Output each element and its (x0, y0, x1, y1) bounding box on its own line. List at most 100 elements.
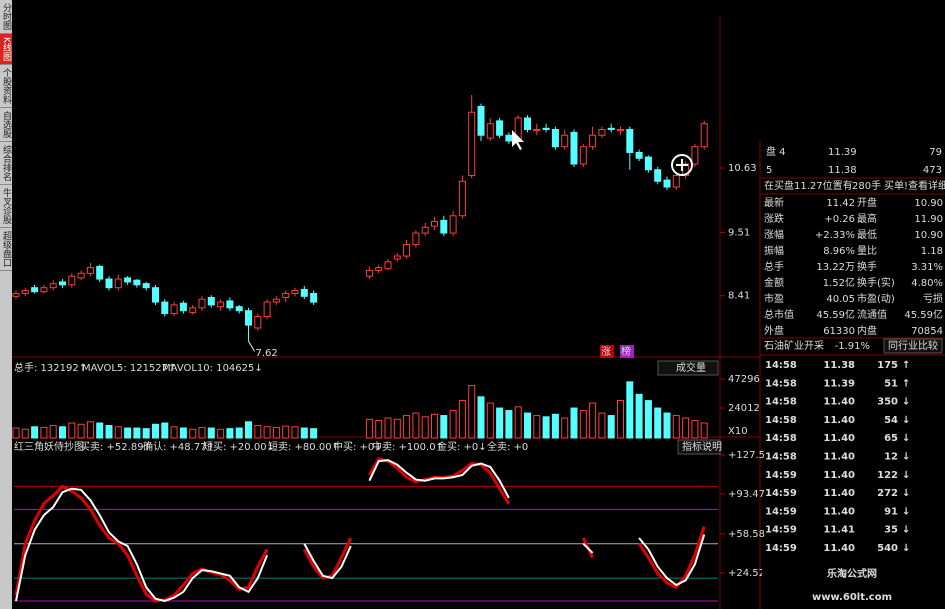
crosshair-icon (671, 154, 693, 176)
stat-label: 最低 (857, 228, 877, 241)
candle-body (198, 298, 206, 309)
volume-bar (449, 410, 457, 439)
volume-bar (235, 427, 243, 439)
volume-button[interactable] (657, 360, 719, 376)
indicator-header: 短买: +20.00↓ (203, 440, 275, 453)
candle-body (561, 134, 569, 148)
volume-bar (272, 426, 280, 439)
volume-bar (561, 417, 569, 439)
tick-price: 11.40 (823, 415, 855, 426)
volume-bar (533, 415, 541, 439)
volume-bar (431, 413, 438, 439)
candle-body (21, 290, 29, 294)
indicator-button[interactable] (677, 439, 721, 455)
indicator-line (14, 457, 706, 603)
tick-volume: 350 (877, 397, 898, 408)
tick-price: 11.40 (823, 470, 855, 481)
candle-body (626, 128, 634, 153)
sidebar-tab[interactable]: 超级盘口 (0, 228, 12, 271)
candle-body (393, 255, 401, 260)
industry-name: 石油矿业开采 (764, 339, 824, 352)
tick-arrow: ↓ (902, 488, 910, 499)
tick-price: 11.40 (823, 433, 855, 444)
tick-arrow: ↓ (902, 415, 910, 426)
candle-body (245, 310, 252, 326)
tick-time: 14:59 (765, 525, 797, 536)
candle-body (421, 226, 429, 234)
y-tick-label: 24012 (728, 403, 760, 414)
volume-bar (170, 426, 178, 439)
candle-body (170, 304, 178, 315)
volume-bar (663, 412, 671, 439)
stat-value: 4.80% (911, 278, 943, 289)
candle-body (161, 301, 169, 315)
candle-body (663, 179, 671, 188)
sidebar-tab[interactable]: 自选股 (0, 108, 12, 142)
order-label: 5 (766, 165, 772, 176)
stat-label: 市盈 (764, 292, 784, 305)
stat-value: 1.18 (921, 246, 943, 257)
annotation: 7.62 (256, 348, 278, 359)
y-tick-label: 9.51 (728, 227, 750, 238)
candle-body (431, 221, 438, 227)
volume-bar (412, 412, 420, 439)
marker-box (620, 345, 634, 358)
volume-bar (551, 413, 559, 439)
tick-arrow: ↓ (902, 506, 910, 517)
order-volume: 473 (923, 165, 942, 176)
sidebar-tab[interactable]: 分时图 (0, 0, 12, 34)
volume-bar (179, 427, 187, 439)
sidebar-tab[interactable]: K线图 (0, 34, 12, 65)
crosshair-plus (676, 159, 688, 171)
candle-body (133, 279, 141, 286)
y-tick-label: 10.63 (728, 163, 757, 174)
candle-body (142, 283, 150, 289)
tick-volume: 91 (884, 506, 898, 517)
volume-bar (691, 420, 699, 439)
candle-body (458, 180, 466, 217)
tick-volume: 12 (884, 452, 898, 463)
sidebar-tab[interactable]: 个股资料 (0, 65, 12, 108)
candle-body (105, 278, 113, 289)
button-label: 成交量 (676, 361, 706, 374)
tick-time: 14:58 (765, 397, 797, 408)
stat-label: 涨跌 (764, 212, 784, 225)
volume-bar (124, 427, 132, 439)
volume-bar (207, 427, 215, 439)
stat-label: 换手 (857, 260, 877, 273)
tick-price: 11.38 (823, 360, 855, 371)
volume-bar (105, 425, 113, 439)
stat-label: 最高 (857, 212, 877, 225)
volume-bar (189, 428, 197, 439)
volume-bar (152, 423, 159, 439)
stat-label: 最新 (764, 196, 784, 209)
volume-bar (635, 393, 643, 439)
volume-bar (245, 421, 252, 439)
candle-body (263, 301, 271, 317)
volume-bar (468, 385, 476, 439)
stat-value: 45.59亿 (816, 308, 855, 321)
indicator-header: 确认: +48.77↑ (143, 440, 215, 453)
volume-bar (310, 428, 318, 439)
sidebar-tab[interactable]: 综合排名 (0, 142, 12, 185)
volume-header: 总手: 132192↑ (14, 361, 87, 374)
tick-arrow: ↓ (902, 525, 910, 536)
button-label: 指标说明 (682, 440, 722, 453)
volume-bar (607, 415, 615, 439)
tick-time: 14:58 (765, 452, 797, 463)
candle-body (533, 128, 541, 132)
candle-body (579, 146, 587, 165)
sidebar-tab[interactable]: 牛叉诊股 (0, 185, 12, 228)
stat-value: +2.33% (815, 230, 855, 241)
tick-time: 14:59 (765, 506, 797, 517)
stat-value: 11.90 (914, 214, 943, 225)
volume-bar (375, 420, 383, 439)
volume-bar (291, 426, 299, 439)
compare-button[interactable] (883, 338, 943, 354)
candle-body (124, 277, 132, 283)
order-volume: 79 (929, 147, 942, 158)
volume-bar (403, 415, 411, 439)
marker-box (600, 345, 614, 358)
volume-bar (477, 396, 485, 439)
